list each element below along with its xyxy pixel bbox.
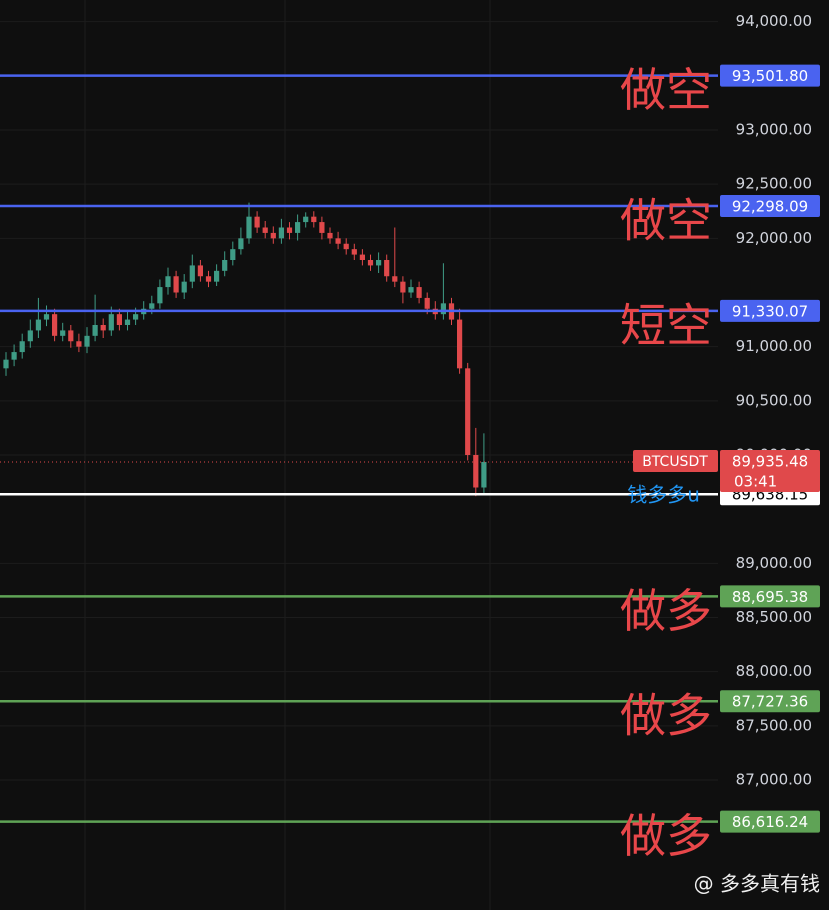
candle-body <box>343 243 349 250</box>
y-tick-label: 92,500.00 <box>736 175 812 193</box>
y-tick-label: 92,000.00 <box>736 229 812 247</box>
current-price-label: 89,935.48 <box>732 452 808 470</box>
candle-body <box>384 260 390 277</box>
level-label-box <box>720 690 820 713</box>
candle-body <box>3 359 9 369</box>
candle-body <box>270 232 276 239</box>
candle-body <box>222 260 228 271</box>
candle-body <box>392 276 398 282</box>
candle-body <box>473 455 479 488</box>
y-tick-label: 88,500.00 <box>736 608 812 626</box>
candle-body <box>262 227 268 233</box>
level-label: 93,501.80 <box>732 67 808 85</box>
level-label: 92,298.09 <box>732 198 808 216</box>
candle-body <box>440 303 446 315</box>
candle-body <box>295 222 301 233</box>
level-note: 做空 <box>620 63 712 117</box>
candle-body <box>189 265 195 282</box>
candle-body <box>359 254 365 260</box>
symbol-label: BTCUSDT <box>642 454 708 470</box>
candle-body <box>319 222 325 233</box>
candle-body <box>367 260 374 266</box>
candle-body <box>457 319 463 369</box>
candle-body <box>303 216 309 223</box>
candle-body <box>173 276 179 293</box>
level-note: 钱多多u <box>627 483 700 507</box>
level-label: 87,727.36 <box>732 693 808 711</box>
candle-body <box>92 325 98 336</box>
level-label: 86,616.24 <box>732 813 808 831</box>
candle-body <box>116 314 122 325</box>
y-tick-label: 89,000.00 <box>736 554 812 572</box>
candle-body <box>60 330 66 336</box>
candle-body <box>335 238 341 244</box>
candle-body <box>278 227 284 239</box>
candle-body <box>35 319 41 331</box>
candle-body <box>465 368 471 455</box>
y-tick-label: 94,000.00 <box>736 12 812 30</box>
price-box <box>720 449 820 492</box>
level-note: 做多 <box>620 689 712 743</box>
level-label-box <box>720 299 820 322</box>
candle-body <box>100 325 106 331</box>
symbol-box <box>633 449 718 472</box>
candle-body <box>205 276 212 282</box>
candle-body <box>165 276 171 288</box>
level-label-box <box>720 64 820 87</box>
candle-body <box>351 249 357 255</box>
candle-body <box>149 303 155 309</box>
candle-body <box>376 260 382 266</box>
candle-body <box>11 352 17 360</box>
level-label: 91,330.07 <box>732 302 808 320</box>
y-tick-label: 87,500.00 <box>736 716 812 734</box>
y-tick-label: 90,500.00 <box>736 391 812 409</box>
candle-body <box>19 341 25 353</box>
candle-body <box>52 314 58 336</box>
candle-body <box>408 287 414 293</box>
candle-body <box>133 314 139 320</box>
y-tick-label: 87,000.00 <box>736 771 812 789</box>
candle-body <box>254 216 260 228</box>
candle-body <box>311 216 317 223</box>
level-note: 做多 <box>620 809 712 863</box>
y-tick-label: 93,000.00 <box>736 121 812 139</box>
candle-body <box>197 265 203 277</box>
candle-body <box>246 216 252 239</box>
candle-body <box>230 249 236 260</box>
candle-body <box>43 314 50 320</box>
level-note: 短空 <box>620 298 712 352</box>
candle-body <box>181 281 187 293</box>
candle-body <box>76 341 82 347</box>
candle-body <box>424 297 430 309</box>
candle-body <box>286 227 293 233</box>
candle-body <box>27 330 33 342</box>
y-tick-label: 88,000.00 <box>736 662 812 680</box>
watermark: @ 多多真有钱 <box>694 872 820 896</box>
candle-body <box>68 330 74 342</box>
level-label: 88,695.38 <box>732 588 808 606</box>
candle-body <box>416 287 422 298</box>
level-note: 做空 <box>620 194 712 248</box>
candle-body <box>108 314 114 331</box>
candle-body <box>214 270 220 282</box>
candle-body <box>400 281 406 293</box>
candle-body <box>481 461 487 488</box>
candle-body <box>238 238 244 250</box>
level-note: 做多 <box>620 584 712 638</box>
candle-body <box>84 335 90 347</box>
countdown: 03:41 <box>734 472 777 490</box>
candle-body <box>157 287 163 304</box>
level-label-box <box>720 195 820 218</box>
y-tick-label: 91,000.00 <box>736 337 812 355</box>
candle-body <box>327 232 333 239</box>
level-label-box <box>720 585 820 608</box>
level-label-box <box>720 810 820 833</box>
candle-body <box>124 319 131 325</box>
